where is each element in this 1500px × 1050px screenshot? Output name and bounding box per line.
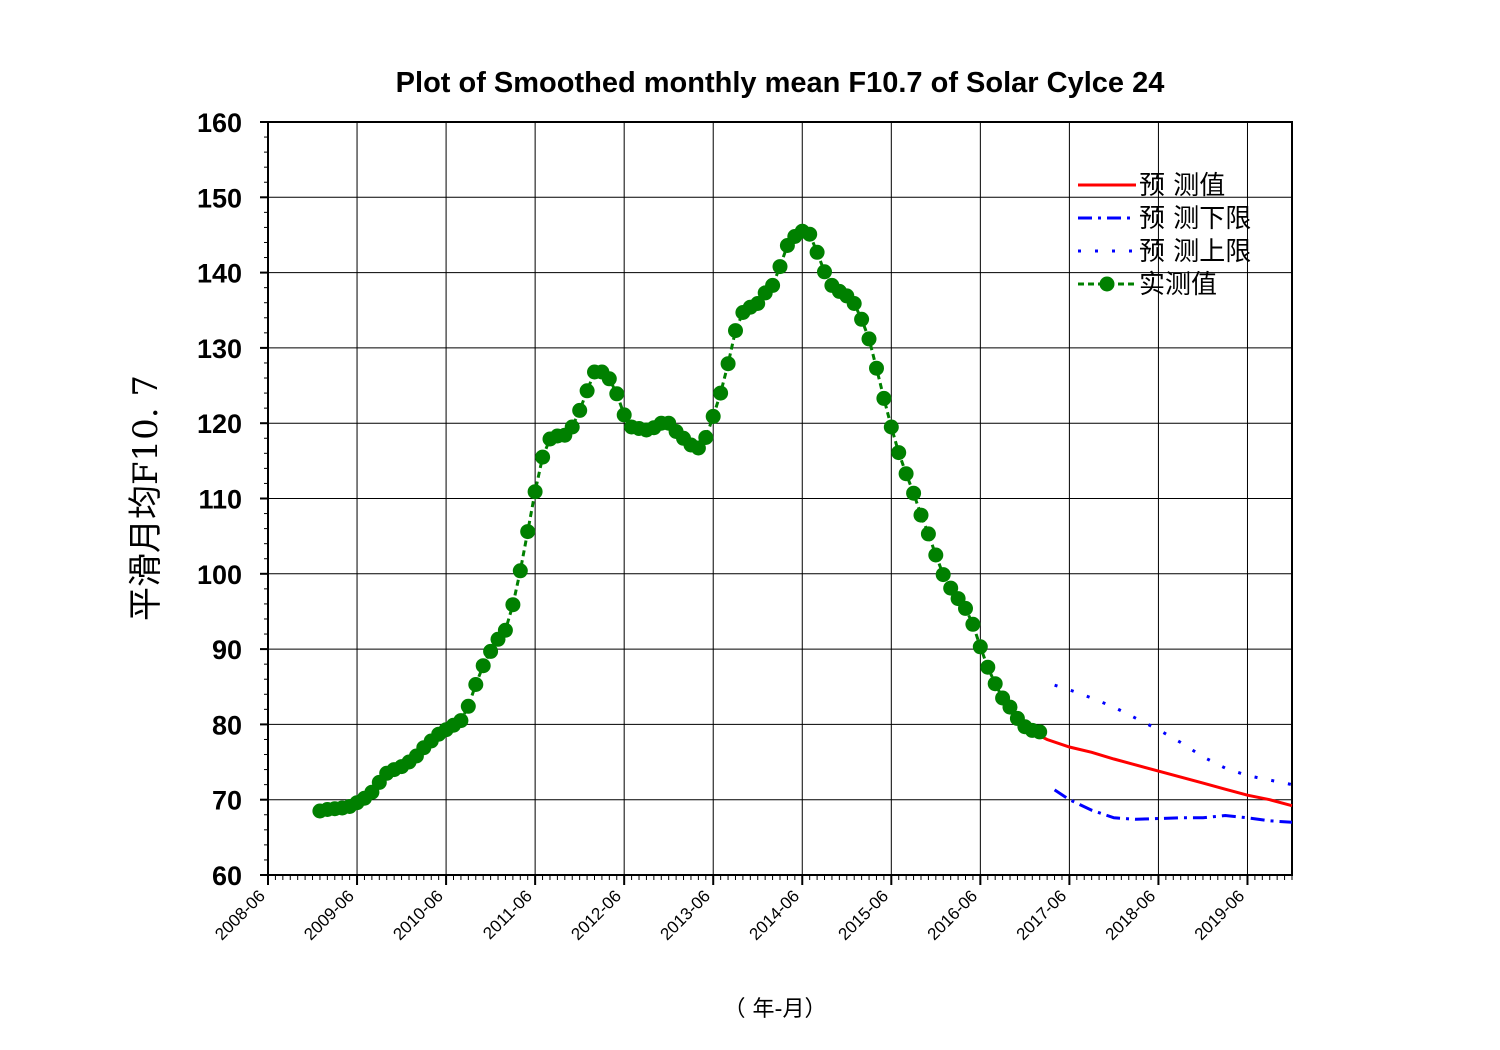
data-point xyxy=(869,360,884,376)
data-point xyxy=(564,419,580,435)
y-tick-label: 110 xyxy=(198,485,242,515)
x-tick-label: 2012-06 xyxy=(567,886,625,944)
series-line-2 xyxy=(1054,683,1293,787)
data-point xyxy=(750,296,766,311)
x-tick-labels: 2008-06 2009-06 2010-06 2011-06 2012-06 2013-… xyxy=(211,886,1248,944)
data-point xyxy=(698,430,714,445)
data-point xyxy=(809,244,825,260)
data-point xyxy=(468,677,484,692)
y-axis-label: 平滑月均F10. 7 xyxy=(126,375,166,621)
x-tick-label: 2014-06 xyxy=(746,886,804,944)
data-point xyxy=(817,264,832,280)
data-point xyxy=(883,419,899,435)
data-point xyxy=(520,524,536,540)
x-tick-label: 2011-06 xyxy=(479,886,536,943)
data-point xyxy=(913,507,929,523)
x-tick-label: 2016-06 xyxy=(924,886,982,944)
legend-marker xyxy=(1099,276,1115,292)
data-point xyxy=(616,407,632,423)
series-line-0 xyxy=(1031,730,1293,808)
x-tick-label: 2019-06 xyxy=(1191,886,1249,944)
x-tick-label: 2008-06 xyxy=(211,886,269,944)
data-point xyxy=(935,567,951,583)
y-tick-label: 140 xyxy=(197,259,242,289)
data-point xyxy=(987,676,1003,692)
x-tick-label: 2013-06 xyxy=(656,886,714,944)
data-point xyxy=(601,371,617,387)
data-point xyxy=(572,402,588,418)
series-line-1 xyxy=(1053,788,1293,824)
y-tick-label: 80 xyxy=(212,710,242,740)
grid-lines xyxy=(268,122,1292,875)
x-tick-label: 2015-06 xyxy=(835,886,893,944)
data-point xyxy=(512,563,528,579)
data-point xyxy=(906,485,922,501)
data-point xyxy=(891,445,907,461)
data-point xyxy=(943,580,959,596)
data-point xyxy=(705,408,721,424)
x-tick-label: 2017-06 xyxy=(1013,886,1071,944)
y-tick-label: 70 xyxy=(212,786,242,816)
data-point xyxy=(497,622,513,638)
data-point xyxy=(854,311,870,327)
data-point xyxy=(898,466,914,482)
data-point xyxy=(920,526,936,542)
x-tick-label: 2010-06 xyxy=(389,886,447,944)
data-point xyxy=(980,659,996,675)
y-tick-label: 130 xyxy=(197,334,242,364)
data-point xyxy=(1032,724,1048,740)
chart-title: Plot of Smoothed monthly mean F10.7 of S… xyxy=(396,67,1165,99)
x-axis-label: （ 年-月） xyxy=(724,997,827,1022)
data-point xyxy=(720,356,736,372)
y-tick-label: 120 xyxy=(197,409,242,439)
y-tick-labels: 60 70 80 90 100 110 120 130 140 150 160 xyxy=(197,108,242,891)
data-point xyxy=(609,386,625,402)
data-point xyxy=(527,484,543,500)
data-point xyxy=(453,713,469,729)
data-point xyxy=(483,643,499,659)
data-point xyxy=(460,698,476,714)
data-point xyxy=(972,639,988,655)
y-tick-label: 60 xyxy=(212,861,242,891)
data-point xyxy=(535,449,551,465)
data-point xyxy=(802,226,818,242)
x-tick-label: 2009-06 xyxy=(300,886,358,944)
data-point xyxy=(579,383,595,399)
series-layer xyxy=(312,223,1293,824)
data-point xyxy=(713,385,729,401)
data-point xyxy=(958,600,973,616)
data-point xyxy=(475,658,491,674)
y-tick-label: 90 xyxy=(212,635,242,665)
data-point xyxy=(505,597,521,613)
data-point xyxy=(1002,699,1018,715)
y-tick-label: 160 xyxy=(197,108,242,138)
data-point xyxy=(928,547,944,563)
legend-label-0: 预 测值 xyxy=(1139,171,1225,201)
data-point xyxy=(690,440,706,456)
data-point xyxy=(965,616,981,632)
data-point xyxy=(861,331,877,347)
data-point xyxy=(728,323,743,339)
legend-label-1: 预 测下限 xyxy=(1139,204,1251,234)
y-tick-label: 100 xyxy=(197,560,242,590)
data-point xyxy=(765,277,781,293)
legend-label-3: 实测值 xyxy=(1139,270,1217,300)
data-point xyxy=(846,296,862,311)
data-point xyxy=(876,390,892,406)
legend-label-2: 预 测上限 xyxy=(1139,237,1251,267)
x-tick-label: 2018-06 xyxy=(1102,886,1160,944)
axis-ticks xyxy=(260,121,1293,885)
y-tick-label: 150 xyxy=(197,183,242,213)
data-point xyxy=(772,259,788,275)
